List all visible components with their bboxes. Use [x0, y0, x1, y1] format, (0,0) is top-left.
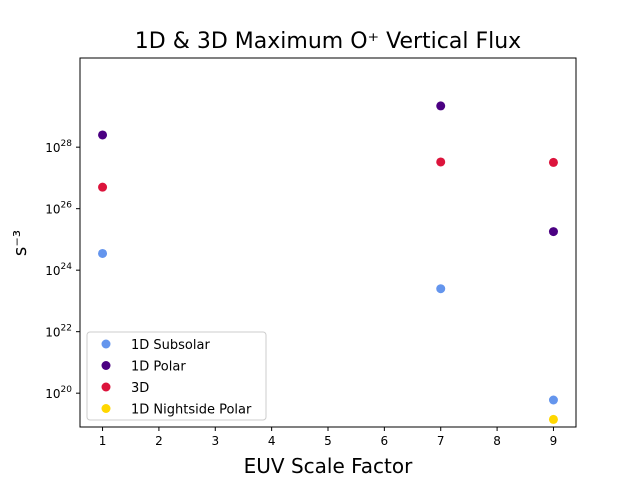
chart-title: 1D & 3D Maximum O⁺ Vertical Flux: [135, 29, 521, 54]
legend-marker: [101, 361, 111, 370]
x-tick-label: 3: [211, 434, 219, 448]
data-point: [98, 182, 108, 192]
data-point: [548, 157, 558, 167]
x-tick-label: 9: [550, 434, 558, 448]
x-tick-label: 5: [324, 434, 332, 448]
y-tick-base: 10: [45, 264, 60, 278]
data-point: [548, 227, 558, 237]
x-tick-label: 1: [99, 434, 107, 448]
legend-marker: [101, 339, 111, 349]
data-point: [548, 395, 558, 405]
data-point: [98, 248, 108, 258]
y-tick-base: 10: [45, 387, 60, 401]
legend-marker: [101, 404, 111, 413]
y-tick-label: 1026: [45, 201, 72, 217]
x-tick-label: 2: [155, 434, 163, 448]
legend-label: 3D: [131, 381, 149, 396]
x-tick-label: 7: [437, 434, 445, 448]
x-axis-label: EUV Scale Factor: [244, 454, 413, 478]
y-tick-exponent: 24: [61, 262, 73, 272]
y-tick-exponent: 26: [61, 201, 73, 211]
y-tick-label: 1028: [45, 139, 72, 155]
legend-label: 1D Nightside Polar: [131, 403, 252, 418]
x-tick-label: 6: [381, 434, 389, 448]
y-tick-exponent: 28: [61, 139, 73, 149]
y-tick-exponent: 22: [61, 324, 72, 334]
y-tick-base: 10: [45, 141, 60, 155]
y-tick-base: 10: [45, 326, 60, 340]
legend: 1D Subsolar 1D Polar 3D 1D Nightside Polar: [86, 331, 267, 421]
legend-label: 1D Polar: [131, 360, 186, 375]
x-tick-label: 4: [268, 434, 276, 448]
legend-label: 1D Subsolar: [131, 338, 210, 353]
y-tick-exponent: 20: [61, 385, 73, 395]
legend-box: [86, 331, 267, 421]
y-tick-label: 1020: [45, 385, 72, 401]
x-axis: 1 2 3 4 5 6 7 8 9: [99, 427, 558, 448]
data-points: [98, 101, 558, 424]
data-point: [436, 101, 446, 111]
y-tick-label: 1022: [45, 324, 72, 340]
legend-marker: [101, 382, 111, 392]
data-point: [98, 130, 108, 140]
data-point: [548, 414, 558, 424]
data-point: [436, 284, 446, 294]
data-point: [436, 157, 446, 167]
y-tick-base: 10: [45, 203, 60, 217]
y-tick-label: 1024: [45, 262, 72, 278]
x-tick-label: 8: [493, 434, 501, 448]
y-axis-label: s⁻³: [10, 230, 31, 256]
